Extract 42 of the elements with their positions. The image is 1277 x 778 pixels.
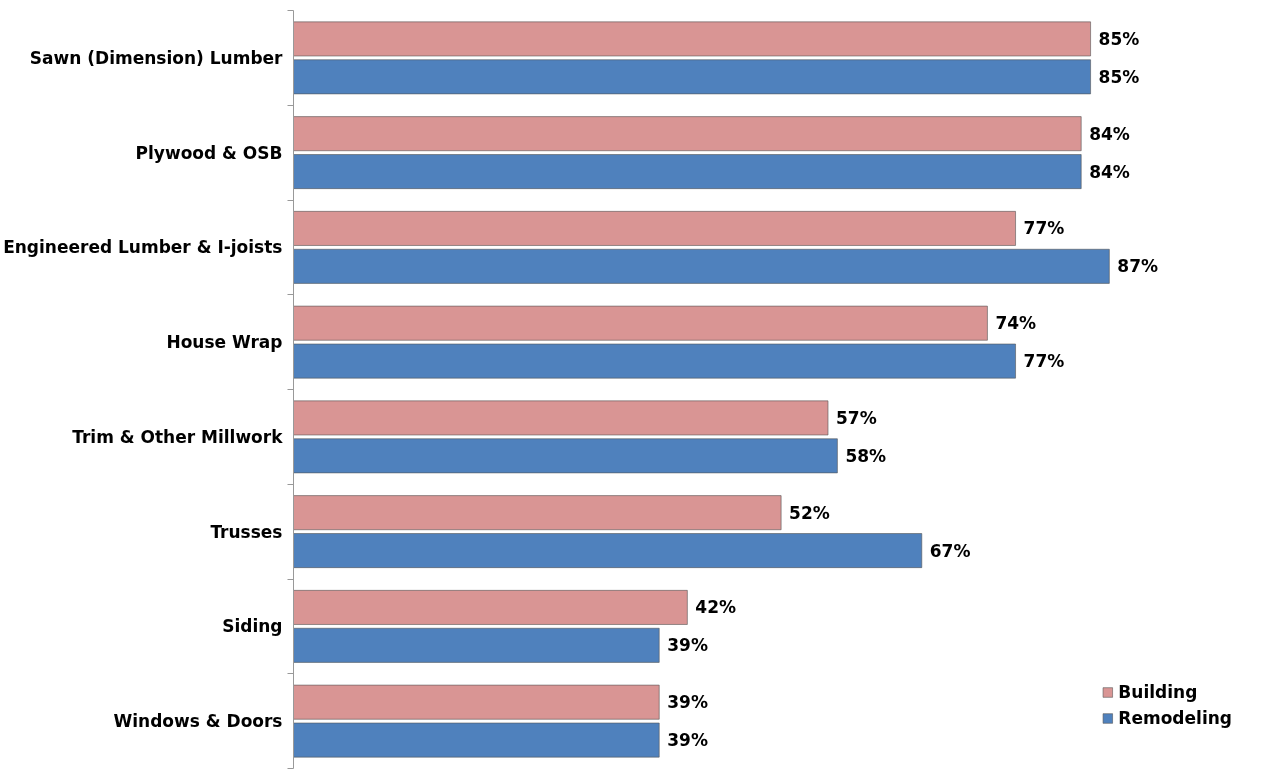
data-label: 74%: [995, 313, 1037, 334]
data-label: 84%: [1089, 161, 1130, 182]
data-label: 52%: [789, 502, 830, 523]
data-label: 77%: [1023, 218, 1065, 239]
y-tick-label: Trusses: [210, 521, 283, 542]
y-tick-label: Plywood & OSB: [135, 142, 283, 163]
bar: [293, 59, 1091, 95]
data-label: 67%: [929, 540, 971, 561]
bar: [293, 211, 1016, 246]
bar: [293, 627, 660, 663]
bar: [293, 495, 782, 531]
bar: [293, 590, 688, 625]
bar: [293, 438, 838, 474]
bar: [293, 248, 1110, 284]
legend-label: Remodeling: [1118, 708, 1232, 728]
y-tick-label: Siding: [222, 616, 283, 637]
data-label: 57%: [836, 407, 877, 428]
bar: [293, 400, 829, 436]
bar: [293, 343, 1016, 379]
y-tick-label: Windows & Doors: [113, 711, 283, 732]
y-tick-label: House Wrap: [166, 332, 283, 353]
data-label: 85%: [1098, 66, 1140, 87]
bar: [293, 305, 988, 341]
data-label: 84%: [1089, 123, 1130, 144]
legend-label: Building: [1118, 682, 1198, 702]
data-label: 87%: [1117, 256, 1159, 277]
data-label: 42%: [695, 597, 737, 618]
data-label: 39%: [667, 635, 708, 656]
bar: [293, 722, 660, 758]
data-label: 85%: [1098, 28, 1140, 49]
bar: [293, 116, 1082, 152]
data-label: 39%: [667, 692, 708, 713]
bar: [293, 533, 923, 568]
data-label: 77%: [1023, 351, 1065, 372]
y-tick-label: Engineered Lumber & I-joists: [3, 237, 283, 258]
bar: [293, 684, 660, 720]
bar: [293, 154, 1082, 189]
data-label: 58%: [845, 445, 887, 466]
y-tick-label: Trim & Other Millwork: [72, 426, 284, 447]
data-label: 39%: [667, 730, 708, 751]
y-tick-label: Sawn (Dimension) Lumber: [29, 47, 284, 68]
bar: [293, 21, 1091, 57]
